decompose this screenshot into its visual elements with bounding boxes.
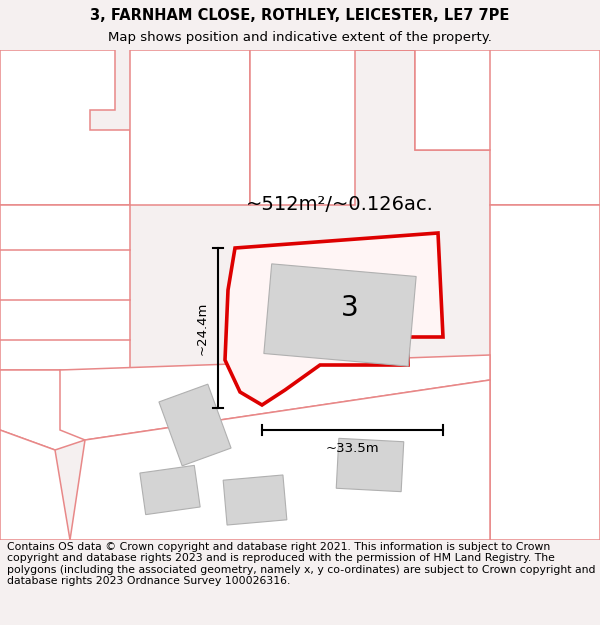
Text: ~512m²/~0.126ac.: ~512m²/~0.126ac. <box>246 196 434 214</box>
Polygon shape <box>264 264 416 366</box>
Polygon shape <box>0 430 70 540</box>
Polygon shape <box>223 475 287 525</box>
Text: Map shows position and indicative extent of the property.: Map shows position and indicative extent… <box>108 31 492 44</box>
Text: 3: 3 <box>341 294 359 322</box>
Polygon shape <box>355 50 600 205</box>
Polygon shape <box>0 50 130 205</box>
Polygon shape <box>225 233 443 405</box>
Polygon shape <box>60 355 490 440</box>
Text: 3, FARNHAM CLOSE, ROTHLEY, LEICESTER, LE7 7PE: 3, FARNHAM CLOSE, ROTHLEY, LEICESTER, LE… <box>91 8 509 22</box>
Polygon shape <box>0 205 130 370</box>
Polygon shape <box>336 438 404 492</box>
Polygon shape <box>140 466 200 514</box>
Polygon shape <box>490 205 600 540</box>
Polygon shape <box>70 380 490 540</box>
Polygon shape <box>0 370 85 450</box>
Polygon shape <box>159 384 231 466</box>
Text: Contains OS data © Crown copyright and database right 2021. This information is : Contains OS data © Crown copyright and d… <box>7 542 596 586</box>
Polygon shape <box>250 50 355 205</box>
Text: ~33.5m: ~33.5m <box>326 441 379 454</box>
Polygon shape <box>130 50 250 205</box>
Polygon shape <box>415 50 490 150</box>
Text: ~24.4m: ~24.4m <box>196 301 209 355</box>
